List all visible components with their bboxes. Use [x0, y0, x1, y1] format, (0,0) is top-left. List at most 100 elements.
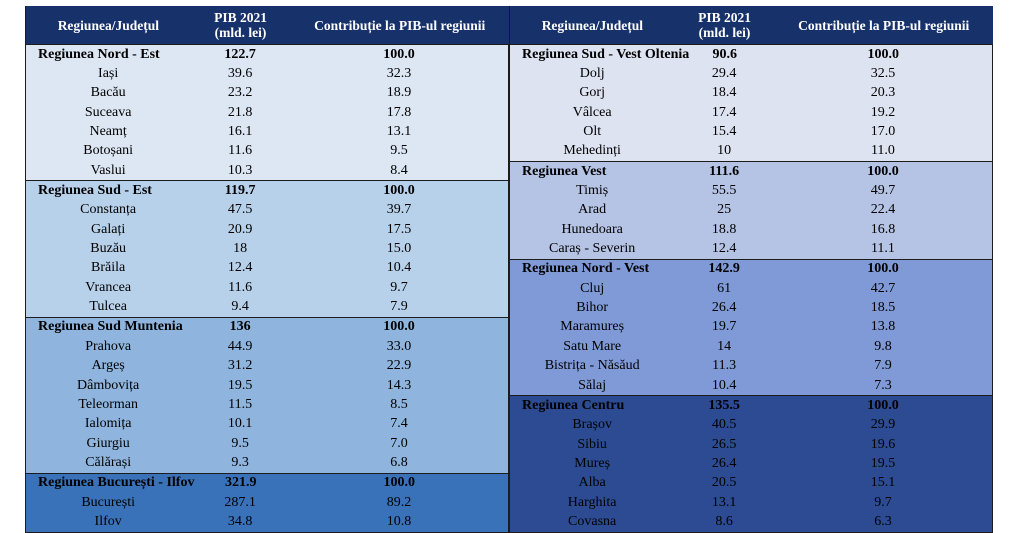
county-row: Sibiu 26.5 19.6: [510, 435, 992, 454]
county-contribution: 19.6: [870, 436, 896, 452]
county-name: Caraș - Severin: [549, 241, 636, 257]
county-contribution: 32.5: [870, 66, 896, 82]
county-row: București 287.1 89.2: [26, 493, 508, 512]
county-contribution: 14.3: [386, 377, 412, 393]
county-contribution: 13.8: [870, 319, 896, 335]
county-row: Brăila 12.4 10.4: [26, 259, 508, 278]
county-pib: 17.4: [711, 104, 737, 120]
county-row: Constanța 47.5 39.7: [26, 201, 508, 220]
county-row: Ialomița 10.1 7.4: [26, 415, 508, 434]
region-contribution: 100.0: [867, 261, 899, 277]
county-contribution: 20.3: [870, 85, 896, 101]
county-contribution: 32.3: [386, 66, 412, 82]
county-pib: 26.5: [711, 436, 737, 452]
region-name: Regiunea Sud - Est: [38, 183, 152, 199]
county-row: Harghita 13.1 9.7: [510, 493, 992, 512]
region-pib: 122.7: [224, 46, 256, 62]
county-row: Vaslui 10.3 8.4: [26, 161, 508, 180]
county-contribution: 8.5: [390, 396, 408, 412]
county-name: Brașov: [572, 417, 612, 433]
region-block: Regiunea Sud - Est 119.7 100.0 Constanța 47.…: [25, 180, 509, 317]
county-row: Cluj 61 42.7: [510, 279, 992, 298]
county-pib: 47.5: [227, 202, 253, 218]
county-name: Maramureș: [560, 319, 625, 335]
county-name: Iași: [98, 66, 119, 82]
county-pib: 14: [717, 338, 732, 354]
county-pib: 12.4: [227, 260, 253, 276]
county-pib: 31.2: [227, 358, 253, 374]
county-contribution: 13.1: [386, 124, 412, 140]
county-pib: 21.8: [227, 104, 253, 120]
county-pib: 39.6: [227, 66, 253, 82]
county-pib: 40.5: [711, 417, 737, 433]
county-row: Arad 25 22.4: [510, 201, 992, 220]
county-row: Vâlcea 17.4 19.2: [510, 103, 992, 122]
county-name: Călărași: [85, 454, 132, 470]
county-contribution: 15.1: [870, 475, 896, 491]
table-header: Regiunea/Județul PIB 2021 (mld. lei) Con…: [509, 6, 993, 44]
county-name: Dolj: [579, 66, 605, 82]
county-name: București: [81, 494, 135, 510]
county-name: Olt: [583, 124, 602, 140]
county-name: Botoșani: [83, 143, 134, 159]
region-contribution: 100.0: [383, 319, 415, 335]
county-contribution: 8.4: [390, 162, 408, 178]
region-row: Regiunea Sud - Vest Oltenia 90.6 100.0: [510, 45, 992, 64]
county-contribution: 11.1: [870, 241, 895, 257]
county-row: Maramureș 19.7 13.8: [510, 318, 992, 337]
county-pib: 13.1: [711, 494, 737, 510]
county-row: Suceava 21.8 17.8: [26, 103, 508, 122]
header-contribution: Contribuție la PIB-ul regiunii: [798, 17, 970, 33]
county-row: Gorj 18.4 20.3: [510, 84, 992, 103]
county-contribution: 89.2: [386, 494, 412, 510]
header-pib: PIB 2021 (mld. lei): [214, 10, 267, 40]
county-row: Buzău 18 15.0: [26, 239, 508, 258]
county-name: Ilfov: [94, 513, 122, 529]
county-contribution: 10.8: [386, 513, 412, 529]
table-header: Regiunea/Județul PIB 2021 (mld. lei) Con…: [25, 6, 509, 44]
county-name: Sibiu: [577, 436, 607, 452]
county-name: Bistrița - Năsăud: [544, 358, 640, 374]
county-pib: 18.8: [711, 221, 737, 237]
county-pib: 10.3: [227, 162, 253, 178]
county-contribution: 18.5: [870, 300, 896, 316]
county-pib: 11.5: [228, 396, 253, 412]
county-name: Sălaj: [578, 377, 607, 393]
county-row: Călărași 9.3 6.8: [26, 453, 508, 472]
county-row: Alba 20.5 15.1: [510, 474, 992, 493]
region-block: Regiunea Vest 111.6 100.0 Timiș 55.5 49.7 Arad…: [509, 161, 993, 259]
header-region: Regiunea/Județul: [57, 17, 159, 33]
gdp-tables: Regiunea/Județul PIB 2021 (mld. lei) Con…: [25, 6, 993, 533]
county-row: Prahova 44.9 33.0: [26, 337, 508, 356]
table-body-right: Regiunea Sud - Vest Oltenia 90.6 100.0 Dolj…: [509, 44, 993, 533]
region-row: Regiunea Nord - Est 122.7 100.0: [26, 45, 508, 64]
county-contribution: 18.9: [386, 85, 412, 101]
county-name: Satu Mare: [563, 338, 622, 354]
county-pib: 10.4: [711, 377, 737, 393]
county-row: Tulcea 9.4 7.9: [26, 297, 508, 316]
county-contribution: 6.3: [874, 513, 892, 529]
county-row: Bihor 26.4 18.5: [510, 298, 992, 317]
county-pib: 11.3: [712, 358, 737, 374]
county-name: Tulcea: [89, 299, 127, 315]
county-row: Galați 20.9 17.5: [26, 220, 508, 239]
county-pib: 20.5: [711, 475, 737, 491]
header-contribution: Contribuție la PIB-ul regiunii: [314, 17, 486, 33]
county-name: Dâmbovița: [77, 377, 140, 393]
region-row: Regiunea Sud - Est 119.7 100.0: [26, 181, 508, 200]
county-contribution: 7.4: [390, 416, 408, 432]
region-contribution: 100.0: [383, 46, 415, 62]
county-name: Vaslui: [90, 162, 126, 178]
region-name: Regiunea Sud - Vest Oltenia: [522, 46, 690, 62]
county-pib: 8.6: [715, 513, 733, 529]
county-row: Neamț 16.1 13.1: [26, 122, 508, 141]
county-contribution: 7.9: [874, 358, 892, 374]
county-row: Covasna 8.6 6.3: [510, 512, 992, 531]
county-name: Cluj: [580, 280, 605, 296]
region-name: Regiunea București - Ilfov: [38, 475, 195, 491]
county-name: Harghita: [567, 494, 617, 510]
county-contribution: 17.8: [386, 104, 412, 120]
region-pib: 90.6: [712, 46, 737, 62]
region-contribution: 100.0: [867, 163, 899, 179]
region-name: Regiunea Vest: [522, 163, 607, 179]
